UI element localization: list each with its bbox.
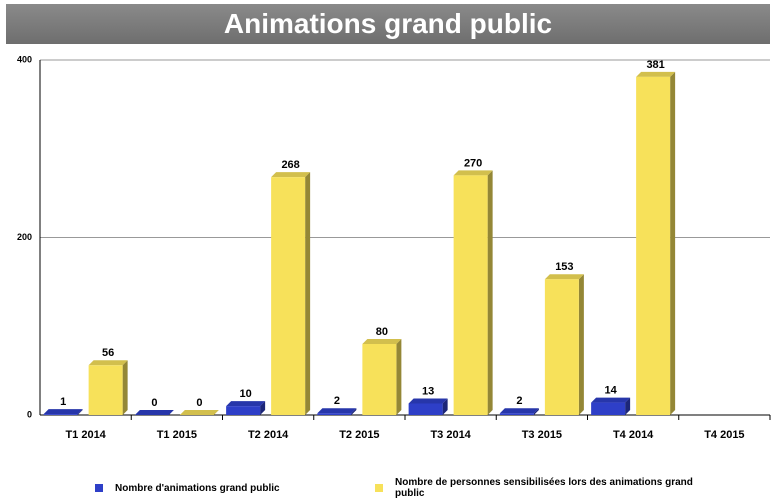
bar-side: [77, 409, 83, 415]
bar-side: [122, 360, 128, 415]
x-tick-label: T2 2014: [248, 429, 289, 441]
bar-side: [351, 408, 357, 415]
x-tick-label: T3 2015: [522, 429, 562, 441]
bar: [408, 398, 448, 415]
bar-side: [533, 408, 539, 415]
data-label: 153: [555, 261, 573, 273]
legend-item: Nombre de personnes sensibilisées lors d…: [375, 474, 705, 502]
bar-front: [591, 402, 626, 415]
bar-top: [591, 397, 631, 403]
chart-title: Animations grand public: [6, 4, 770, 44]
bar: [134, 410, 174, 416]
bar-side: [670, 71, 676, 416]
x-tick-label: T2 2015: [339, 429, 379, 441]
bar-side: [305, 172, 311, 415]
bar: [43, 409, 83, 415]
data-label: 1: [60, 396, 66, 408]
bar-top: [226, 401, 266, 407]
legend-swatch: [95, 484, 103, 492]
y-tick-label: 400: [17, 54, 32, 64]
bar-front: [499, 413, 534, 415]
bar-side: [578, 274, 584, 415]
bar-side: [487, 170, 493, 415]
data-label: 381: [646, 59, 664, 71]
data-label: 268: [281, 159, 299, 171]
bar-front: [271, 177, 306, 415]
bar-side: [260, 401, 266, 415]
bar-front: [317, 413, 352, 415]
bar-top: [179, 410, 219, 415]
data-label: 2: [516, 395, 522, 407]
bar-front: [362, 344, 397, 415]
data-label: 0: [196, 397, 202, 409]
bar-top: [88, 360, 128, 366]
data-label: 270: [464, 157, 482, 169]
x-tick-label: T1 2014: [65, 429, 106, 441]
bar-top: [362, 339, 402, 344]
x-tick-label: T1 2015: [157, 429, 197, 441]
bar: [88, 360, 128, 415]
x-tick-label: T3 2014: [430, 429, 471, 441]
bar-top: [271, 172, 311, 178]
x-tick-label: T4 2014: [613, 429, 654, 441]
bar-top: [544, 274, 584, 280]
bar: [499, 408, 539, 415]
legend-swatch: [375, 484, 383, 492]
bar-top: [453, 170, 493, 176]
legend-label: Nombre de personnes sensibilisées lors d…: [395, 477, 693, 499]
legend-label: Nombre d'animations grand public: [115, 482, 280, 494]
bar-top: [134, 410, 174, 415]
legend-item: Nombre d'animations grand public: [95, 474, 355, 502]
bar-top: [636, 71, 676, 77]
data-label: 80: [376, 326, 388, 338]
data-label: 2: [334, 395, 340, 407]
data-label: 0: [151, 397, 157, 409]
bar-top: [43, 409, 83, 415]
bar: [179, 410, 219, 416]
bar-top: [499, 408, 539, 414]
bar-front: [408, 403, 443, 415]
bar: [636, 71, 676, 416]
data-label: 56: [102, 347, 114, 359]
bar-side: [396, 339, 402, 415]
y-tick-label: 0: [27, 409, 32, 419]
bar: [591, 397, 631, 415]
bar-front: [226, 406, 261, 415]
chart: 0 200 400 T1 2014 1 56 T1 2015 0 0 T2 2014 10 268 T2…: [17, 54, 771, 441]
bar: [362, 339, 402, 415]
bar: [453, 170, 493, 415]
bar-top: [408, 398, 448, 404]
data-label: 14: [605, 384, 618, 396]
bar-side: [442, 398, 448, 415]
bar: [271, 172, 311, 415]
bar-top: [317, 408, 357, 414]
bar-front: [43, 414, 78, 415]
bar-front: [636, 76, 671, 416]
bar-side: [625, 397, 631, 415]
bar: [544, 274, 584, 415]
bar: [317, 408, 357, 415]
data-label: 10: [240, 388, 252, 400]
bar-front: [453, 175, 488, 415]
y-tick-label: 200: [17, 232, 32, 242]
x-tick-label: T4 2015: [704, 429, 744, 441]
bar: [226, 401, 266, 415]
data-label: 13: [422, 385, 434, 397]
bar-front: [88, 365, 123, 415]
bar-front: [544, 279, 579, 415]
